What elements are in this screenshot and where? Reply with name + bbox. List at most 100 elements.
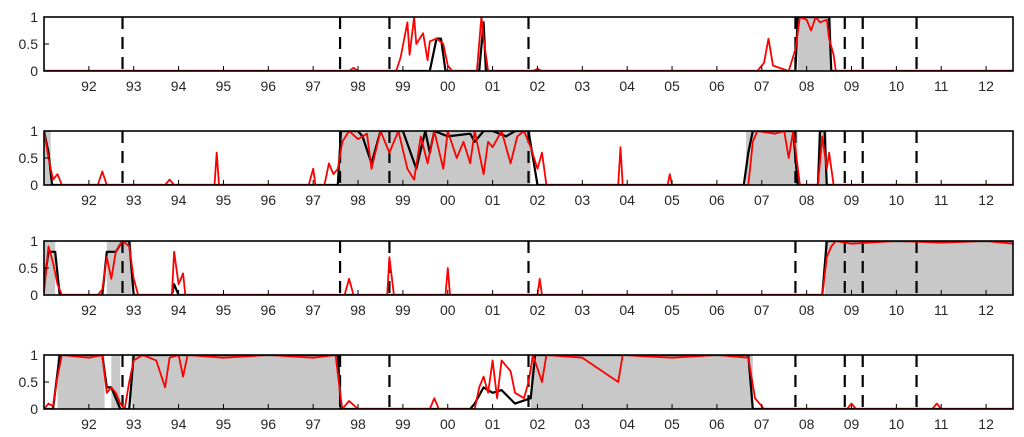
x-tick-label: 02 bbox=[530, 78, 546, 94]
regime-shade-1 bbox=[44, 241, 56, 295]
panel-3: 0 0.5 1 92 93 94 95 96 97 98 99 00 01 02 03 04 05 06 07 08 0… bbox=[19, 233, 1014, 318]
x-tick-label: 04 bbox=[619, 78, 635, 94]
x-tick-label: 08 bbox=[799, 192, 815, 208]
x-tick-label: 01 bbox=[485, 416, 501, 432]
x-tick-label: 00 bbox=[440, 192, 456, 208]
x-tick-label: 12 bbox=[978, 192, 994, 208]
regime-shade-4 bbox=[530, 355, 753, 409]
x-tick-label: 05 bbox=[664, 78, 680, 94]
y-tick-label: 0 bbox=[30, 177, 38, 193]
x-tick-label: 02 bbox=[530, 416, 546, 432]
x-tick-label: 99 bbox=[395, 192, 411, 208]
x-tick-label: 07 bbox=[754, 302, 770, 318]
x-tick-label: 93 bbox=[126, 192, 142, 208]
filtered-probability-line bbox=[44, 131, 1013, 185]
x-tick-label: 98 bbox=[350, 302, 366, 318]
panel-1: 0 0.5 1 92 93 94 95 96 97 98 99 00 01 02 03 04 05 06 07 08 0… bbox=[19, 9, 1014, 94]
x-tick-label: 95 bbox=[216, 78, 232, 94]
filtered-probability-line bbox=[44, 241, 1013, 295]
x-tick-label: 03 bbox=[575, 192, 591, 208]
x-tick-label: 04 bbox=[619, 302, 635, 318]
x-tick-label: 92 bbox=[81, 416, 97, 432]
x-tick-label: 98 bbox=[350, 416, 366, 432]
smoothed-probability-line bbox=[44, 131, 1013, 185]
x-tick-label: 02 bbox=[530, 302, 546, 318]
x-tick-label: 03 bbox=[575, 78, 591, 94]
x-tick-label: 08 bbox=[799, 416, 815, 432]
y-tick-label: 0.5 bbox=[19, 260, 39, 276]
x-tick-label: 10 bbox=[889, 192, 905, 208]
x-tick-label: 12 bbox=[978, 302, 994, 318]
y-tick-label: 0 bbox=[30, 401, 38, 417]
x-tick-label: 09 bbox=[844, 302, 860, 318]
x-tick-label: 12 bbox=[978, 416, 994, 432]
regime-shade-4 bbox=[817, 131, 827, 185]
x-tick-label: 96 bbox=[261, 416, 277, 432]
x-tick-label: 11 bbox=[934, 416, 949, 432]
x-tick-label: 97 bbox=[305, 416, 321, 432]
x-tick-label: 93 bbox=[126, 78, 142, 94]
y-tick-label: 1 bbox=[30, 9, 38, 25]
y-tick-label: 1 bbox=[30, 347, 38, 363]
x-tick-label: 11 bbox=[934, 192, 949, 208]
x-tick-label: 98 bbox=[350, 192, 366, 208]
x-tick-label: 92 bbox=[81, 302, 97, 318]
y-tick-label: 1 bbox=[30, 123, 38, 139]
x-tick-label: 94 bbox=[171, 416, 187, 432]
x-tick-label: 09 bbox=[844, 78, 860, 94]
x-tick-label: 08 bbox=[799, 302, 815, 318]
x-tick-label: 09 bbox=[844, 192, 860, 208]
x-tick-label: 07 bbox=[754, 416, 770, 432]
panel-1-data bbox=[44, 17, 1013, 71]
x-tick-label: 10 bbox=[889, 416, 905, 432]
x-tick-label: 99 bbox=[395, 416, 411, 432]
x-tick-label: 93 bbox=[126, 302, 142, 318]
x-tick-label: 06 bbox=[709, 302, 725, 318]
x-tick-label: 10 bbox=[889, 78, 905, 94]
regime-shade-1 bbox=[57, 355, 105, 409]
x-tick-label: 99 bbox=[395, 78, 411, 94]
x-tick-label: 08 bbox=[799, 78, 815, 94]
x-tick-label: 02 bbox=[530, 192, 546, 208]
x-tick-label: 03 bbox=[575, 416, 591, 432]
x-tick-label: 06 bbox=[709, 416, 725, 432]
x-tick-label: 03 bbox=[575, 302, 591, 318]
smoothed-probability-line bbox=[44, 241, 1013, 295]
y-tick-label: 0.5 bbox=[19, 150, 39, 166]
y-tick-label: 0.5 bbox=[19, 36, 39, 52]
x-tick-label: 96 bbox=[261, 78, 277, 94]
x-tick-label: 00 bbox=[440, 302, 456, 318]
x-tick-label: 04 bbox=[619, 416, 635, 432]
x-tick-label: 98 bbox=[350, 78, 366, 94]
x-tick-label: 07 bbox=[754, 192, 770, 208]
x-tick-label: 05 bbox=[664, 416, 680, 432]
x-tick-label: 93 bbox=[126, 416, 142, 432]
x-tick-label: 95 bbox=[216, 192, 232, 208]
x-tick-label: 95 bbox=[216, 302, 232, 318]
x-tick-label: 12 bbox=[978, 78, 994, 94]
regime-shade-1 bbox=[797, 17, 832, 71]
filtered-probability-line bbox=[44, 17, 1013, 71]
x-tick-label: 95 bbox=[216, 416, 232, 432]
x-tick-label: 97 bbox=[305, 302, 321, 318]
x-tick-label: 00 bbox=[440, 78, 456, 94]
panel-2: 0 0.5 1 92 93 94 95 96 97 98 99 00 01 02 03 04 05 06 07 08 0… bbox=[19, 123, 1014, 208]
panel-2-data bbox=[44, 131, 1013, 185]
regime-shade-3 bbox=[122, 241, 132, 295]
x-tick-label: 05 bbox=[664, 302, 680, 318]
x-tick-label: 96 bbox=[261, 302, 277, 318]
x-tick-label: 06 bbox=[709, 192, 725, 208]
x-tick-label: 96 bbox=[261, 192, 277, 208]
y-tick-label: 1 bbox=[30, 233, 38, 249]
x-tick-label: 92 bbox=[81, 78, 97, 94]
x-tick-label: 11 bbox=[934, 302, 949, 318]
x-tick-label: 99 bbox=[395, 302, 411, 318]
regime-shade-2 bbox=[106, 241, 123, 295]
filtered-probability-line bbox=[44, 355, 1013, 409]
x-tick-label: 00 bbox=[440, 416, 456, 432]
panel-3-data bbox=[44, 241, 1013, 295]
x-tick-label: 09 bbox=[844, 416, 860, 432]
x-tick-label: 94 bbox=[171, 302, 187, 318]
panel-4: 0 0.5 1 92 93 94 95 96 97 98 99 00 01 02 03 04 05 06 07 08 0… bbox=[19, 347, 1014, 432]
